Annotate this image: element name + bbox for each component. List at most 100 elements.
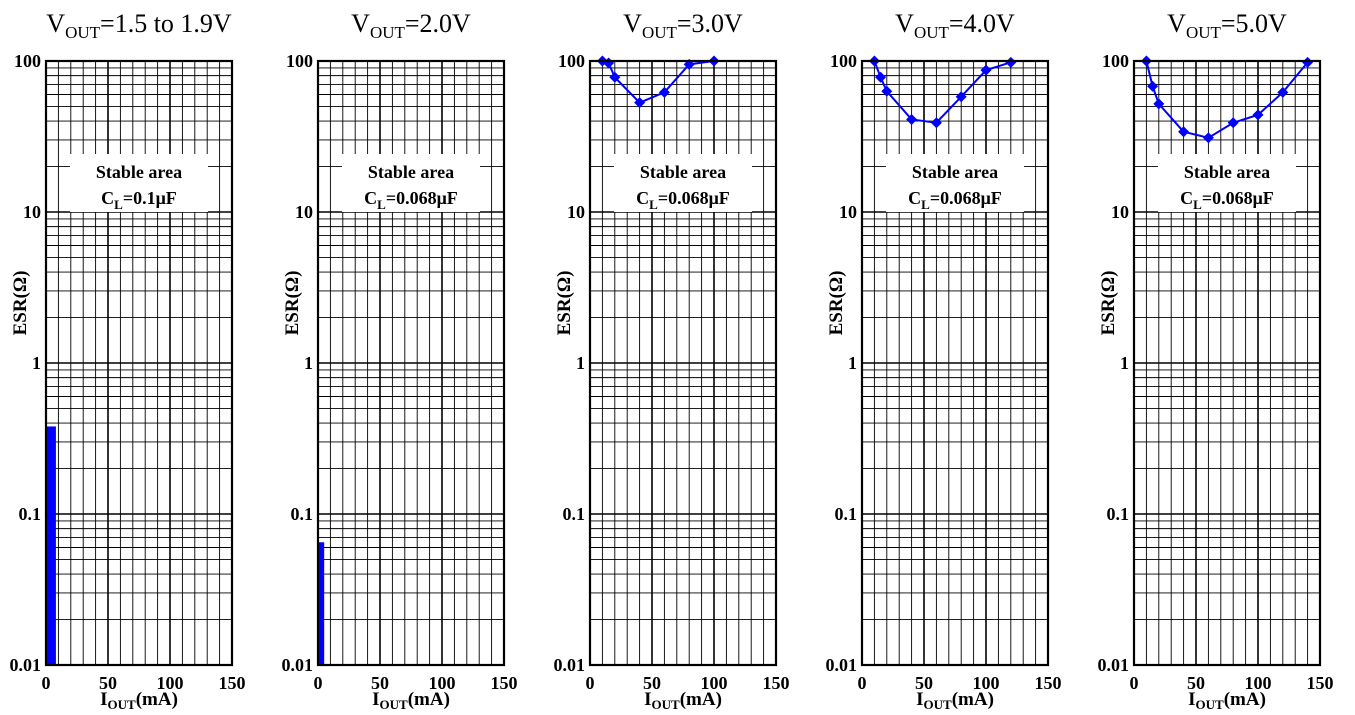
chart-title: VOUT=5.0V [1167, 9, 1287, 42]
y-tick-label: 0.01 [282, 655, 314, 675]
capacitance-main: C [1180, 188, 1193, 208]
grid [46, 61, 232, 665]
x-axis-label-main: I [100, 689, 107, 710]
x-tick-label: 50 [1187, 673, 1205, 693]
x-tick-label: 100 [973, 673, 1000, 693]
chart-title: VOUT=2.0V [351, 9, 471, 42]
x-tick-label: 50 [915, 673, 933, 693]
x-axis-label-sub: OUT [1196, 697, 1225, 712]
data-point [1202, 132, 1214, 144]
y-tick-label: 100 [830, 51, 857, 71]
chart-title-main: V [46, 9, 65, 38]
chart-title-rest: =2.0V [405, 9, 471, 38]
capacitance-label: CL=0.068μF [908, 188, 1002, 212]
chart-title-sub: OUT [65, 23, 101, 42]
plot-frame [860, 59, 1050, 667]
x-tick-label: 0 [42, 673, 51, 693]
series-line [1145, 60, 1309, 139]
y-tick-label: 0.1 [1107, 504, 1130, 524]
capacitance-rest: =0.068μF [1202, 188, 1274, 208]
y-tick-label: 0.1 [291, 504, 314, 524]
y-tick-label: 1 [304, 353, 313, 373]
y-axis-label: ESR(Ω) [554, 271, 575, 336]
y-tick-label: 10 [1111, 202, 1129, 222]
series-line [602, 60, 715, 104]
y-tick-label: 10 [567, 202, 585, 222]
capacitance-rest: =0.1μF [123, 188, 177, 208]
x-axis-label-rest: (mA) [408, 689, 450, 710]
x-axis-label-rest: (mA) [952, 689, 994, 710]
stable-area-label: Stable area [1184, 162, 1270, 182]
capacitance-sub: L [377, 197, 386, 212]
chart-title-rest: =3.0V [677, 9, 743, 38]
x-tick-label: 150 [763, 673, 790, 693]
stable-area-box [614, 154, 752, 212]
data-point [1153, 98, 1165, 110]
x-axis-label-main: I [372, 689, 379, 710]
plot-frame [1132, 59, 1322, 667]
data-point [1302, 56, 1314, 68]
capacitance-main: C [101, 188, 114, 208]
data-point [658, 86, 670, 98]
chart-title-rest: =5.0V [1221, 9, 1287, 38]
plot-frame [316, 59, 506, 667]
chart-title-main: V [351, 9, 370, 38]
grid [318, 61, 504, 665]
data-point [634, 97, 646, 109]
chart-title-sub: OUT [642, 23, 678, 42]
x-axis-label-rest: (mA) [136, 689, 178, 710]
x-axis-label-sub: OUT [108, 697, 137, 712]
chart-title-main: V [895, 9, 914, 38]
capacitance-sub: L [921, 197, 930, 212]
grid [1134, 61, 1320, 665]
capacitance-sub: L [114, 197, 123, 212]
data-point [1178, 126, 1190, 138]
capacitance-label: CL=0.068μF [1180, 188, 1274, 212]
y-tick-label: 10 [295, 202, 313, 222]
x-tick-label: 150 [1307, 673, 1334, 693]
x-axis-label: IOUT(mA) [1188, 689, 1266, 712]
capacitance-label: CL=0.1μF [101, 188, 177, 212]
data-point [1147, 80, 1159, 92]
x-axis-label-rest: (mA) [1224, 689, 1266, 710]
stable-region-bar [46, 426, 56, 665]
capacitance-main: C [636, 188, 649, 208]
y-tick-label: 10 [839, 202, 857, 222]
x-tick-label: 50 [99, 673, 117, 693]
data-point [980, 64, 992, 76]
capacitance-rest: =0.068μF [658, 188, 730, 208]
chart-title: VOUT=3.0V [623, 9, 743, 42]
y-tick-label: 100 [1102, 51, 1129, 71]
stable-area-box [886, 154, 1024, 212]
stable-area-label: Stable area [96, 162, 182, 182]
chart-title-sub: OUT [1186, 23, 1222, 42]
x-axis-label-rest: (mA) [680, 689, 722, 710]
y-tick-label: 1 [576, 353, 585, 373]
data-point [906, 113, 918, 125]
x-axis-label: IOUT(mA) [372, 689, 450, 712]
chart-title: VOUT=4.0V [895, 9, 1015, 42]
capacitance-rest: =0.068μF [386, 188, 458, 208]
stable-area-box [1158, 154, 1296, 212]
chart-title-rest: =4.0V [949, 9, 1015, 38]
y-axis-label: ESR(Ω) [1098, 271, 1119, 336]
y-tick-label: 0.1 [835, 504, 858, 524]
x-axis-label-sub: OUT [652, 697, 681, 712]
data-point [955, 91, 967, 103]
x-tick-label: 150 [491, 673, 518, 693]
stable-area-box [70, 154, 208, 212]
capacitance-sub: L [649, 197, 658, 212]
chart-title-sub: OUT [914, 23, 950, 42]
y-tick-label: 100 [558, 51, 585, 71]
y-tick-label: 1 [32, 353, 41, 373]
x-tick-label: 100 [701, 673, 728, 693]
stable-area-label: Stable area [640, 162, 726, 182]
x-axis-label: IOUT(mA) [916, 689, 994, 712]
x-axis-label-main: I [1188, 689, 1195, 710]
chart-title-main: V [1167, 9, 1186, 38]
capacitance-label: CL=0.068μF [364, 188, 458, 212]
stable-area-box [342, 154, 480, 212]
x-tick-label: 150 [1035, 673, 1062, 693]
